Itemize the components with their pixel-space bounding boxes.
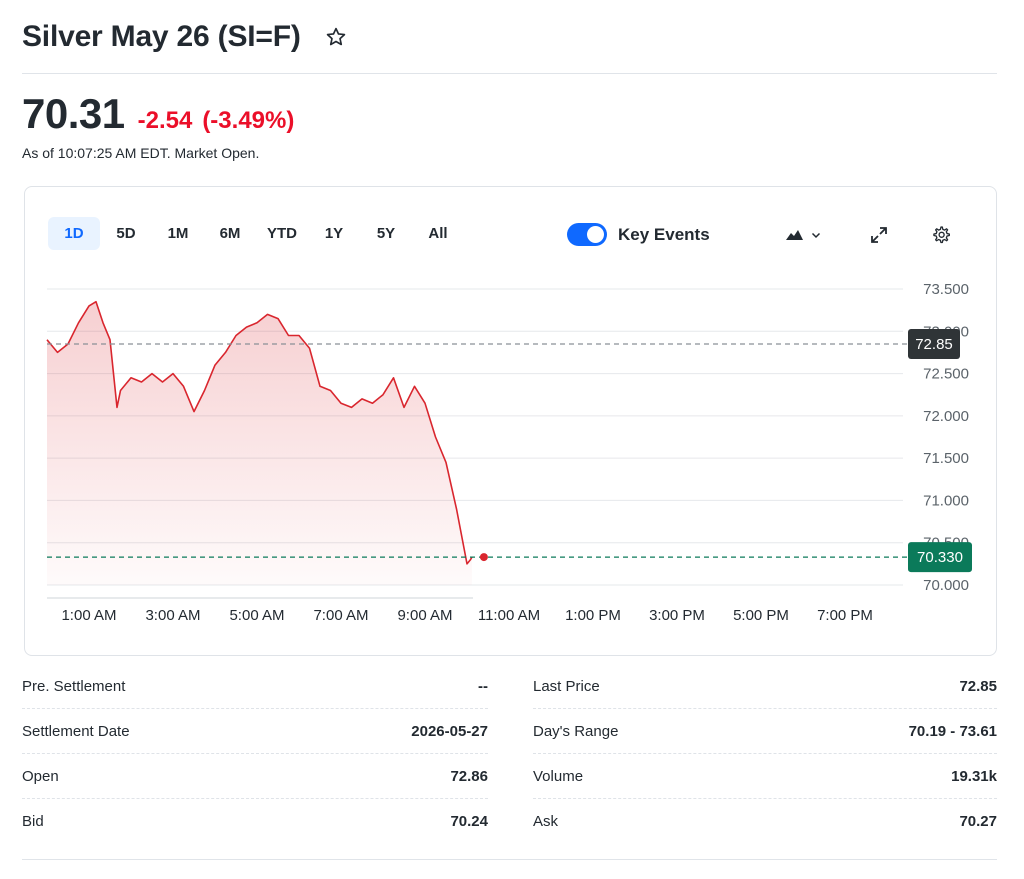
x-tick-label: 7:00 PM: [817, 607, 873, 624]
stat-label-settlement-date: Settlement Date: [22, 722, 130, 740]
mountain-chart-type-icon: [785, 230, 803, 240]
page-title: Silver May 26 (SI=F): [22, 20, 301, 53]
key-events-label: Key Events: [618, 224, 710, 244]
y-tick-label: 73.500: [923, 281, 969, 298]
stat-value-ask: 70.27: [959, 813, 997, 830]
star-outline-icon: [326, 27, 345, 46]
current-price-badge: [908, 542, 972, 573]
stat-row: Settlement Date 2026-05-27: [22, 709, 488, 754]
x-tick-label: 1:00 PM: [565, 607, 621, 624]
previous-close-badge: [908, 328, 960, 359]
stat-row: Ask 70.27: [533, 799, 997, 844]
tab-ytd[interactable]: YTD: [267, 225, 297, 242]
gear-icon: [933, 226, 950, 244]
quote-price-block: 70.31 -2.54 (-3.49%): [22, 90, 294, 138]
quote-header: Silver May 26 (SI=F): [22, 14, 349, 60]
chart-settings-button[interactable]: [929, 223, 953, 247]
expand-chart-button[interactable]: [867, 223, 891, 247]
stat-value-volume: 19.31k: [951, 767, 997, 785]
y-tick-label: 72.500: [923, 366, 969, 383]
stat-row: Open 72.86: [22, 754, 488, 799]
chart-card: 1D 5D 1M 6M YTD 1Y 5Y All Key Events 73.…: [24, 186, 997, 656]
price-line[interactable]: [46, 300, 473, 565]
toggle-switch[interactable]: [567, 223, 607, 246]
x-tick-label: 9:00 AM: [397, 607, 452, 624]
stat-value-pre-settlement: --: [478, 677, 488, 695]
current-price-badge-label: 70.330: [917, 549, 963, 566]
price-change: -2.54: [137, 107, 193, 134]
watchlist-star-button[interactable]: [323, 24, 349, 50]
stat-label-open: Open: [22, 767, 59, 785]
x-tick-label: 5:00 PM: [733, 607, 789, 624]
x-tick-label: 3:00 PM: [649, 607, 705, 624]
x-tick-label: 5:00 AM: [229, 607, 284, 624]
previous-close-badge-label: 72.85: [915, 336, 953, 353]
tab-6m[interactable]: 6M: [219, 225, 241, 242]
stat-label-ask: Ask: [533, 813, 559, 830]
header-divider: [22, 73, 997, 74]
stat-row: Bid 70.24: [22, 799, 488, 844]
y-tick-label: 71.000: [923, 492, 969, 509]
chevron-down-icon: [811, 232, 820, 239]
stat-label-last-price: Last Price: [533, 677, 600, 695]
chart-type-button[interactable]: [781, 223, 825, 247]
market-status-timestamp: As of 10:07:25 AM EDT. Market Open.: [22, 145, 260, 161]
x-tick-label: 1:00 AM: [61, 607, 116, 624]
stat-value-bid: 70.24: [450, 813, 488, 830]
x-tick-label: 3:00 AM: [145, 607, 200, 624]
stat-row: Pre. Settlement --: [22, 664, 488, 709]
tab-1y[interactable]: 1Y: [324, 225, 344, 242]
stat-row: Volume 19.31k: [533, 754, 997, 799]
expand-icon: [871, 227, 887, 243]
stat-label-bid: Bid: [22, 813, 44, 830]
y-tick-label: 71.500: [923, 450, 969, 467]
stat-value-settlement-date: 2026-05-27: [411, 722, 488, 740]
stat-value-days-range: 70.19 - 73.61: [908, 722, 997, 740]
tab-all[interactable]: All: [428, 225, 448, 242]
stat-row: Day's Range 70.19 - 73.61: [533, 709, 997, 754]
y-tick-label: 72.000: [923, 408, 969, 425]
current-price-dot: [479, 553, 488, 562]
stat-row: Last Price 72.85: [533, 664, 997, 709]
footer-divider: [22, 859, 997, 860]
tab-5d[interactable]: 5D: [116, 225, 136, 242]
stat-value-open: 72.86: [450, 767, 488, 785]
stat-label-volume: Volume: [533, 767, 584, 785]
tab-5y[interactable]: 5Y: [376, 225, 396, 242]
price-chart[interactable]: 73.50073.00072.50072.00071.50071.00070.5…: [25, 187, 996, 655]
current-price: 70.31: [22, 90, 125, 137]
x-tick-label: 7:00 AM: [313, 607, 368, 624]
tab-1d[interactable]: 1D: [48, 217, 100, 250]
x-tick-label: 11:00 AM: [478, 607, 540, 624]
y-tick-label: 70.000: [923, 577, 969, 594]
stat-label-days-range: Day's Range: [533, 722, 619, 740]
stat-value-last-price: 72.85: [959, 677, 997, 695]
price-area-fill: [47, 301, 472, 585]
tab-1m[interactable]: 1M: [167, 225, 189, 242]
range-tabs: 1D 5D 1M 6M YTD 1Y 5Y All: [48, 217, 464, 250]
toggle-knob: [587, 226, 604, 243]
key-events-toggle[interactable]: Key Events: [567, 223, 710, 246]
price-change-percent: (-3.49%): [202, 107, 295, 134]
stat-label-pre-settlement: Pre. Settlement: [22, 677, 126, 695]
